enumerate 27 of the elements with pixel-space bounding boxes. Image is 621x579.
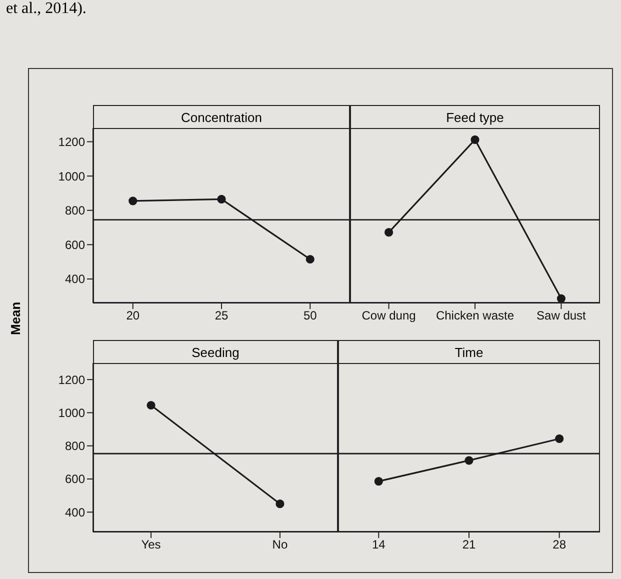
chart-title: Concentration [93,105,350,128]
chart-title: Seeding [93,340,338,363]
chart-title: Time [338,340,600,363]
y-tick-label: 400 [64,272,86,286]
y-tick-label: 800 [64,439,86,454]
x-tick-label: 20 [126,308,140,323]
x-tick-label: Chicken waste [436,308,514,323]
chart-title: Feed type [350,105,600,128]
y-tick-label: 1200 [58,372,86,387]
x-tick-label: No [272,538,288,552]
y-tick-label: 400 [64,505,86,520]
y-tick-label: 1000 [58,169,86,184]
x-tick-label: Yes [141,538,161,552]
y-tick-label: 1200 [58,134,86,149]
x-tick-label: 21 [462,538,476,552]
x-tick-label: Saw dust [536,308,587,323]
y-tick-label: 600 [64,238,86,252]
x-tick-label: 28 [552,538,566,552]
y-tick-label: 800 [64,204,86,218]
y-axis-title: Mean [8,302,23,335]
y-tick-label: 1000 [58,406,86,420]
x-tick-label: 25 [214,308,228,323]
text: et al., 2014). [6,0,86,17]
x-tick-label: Cow dung [362,308,416,323]
x-tick-label: 14 [372,538,386,552]
y-tick-label: 600 [64,472,86,486]
x-tick-label: 50 [303,308,318,323]
